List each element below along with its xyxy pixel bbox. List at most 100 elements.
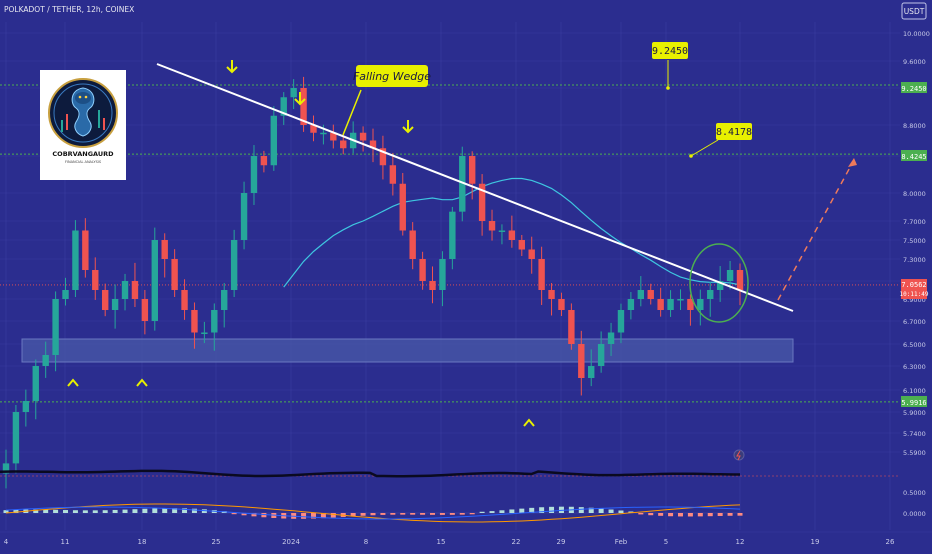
up-caret-icon (67, 378, 79, 387)
macd-bar (420, 513, 426, 515)
candle (171, 249, 178, 298)
macd-bar (43, 509, 49, 513)
indicator-scale: 0.5000 0.0000 (903, 489, 926, 518)
macd-bar (82, 510, 88, 513)
macd-bar (350, 513, 356, 517)
candlestick-series (2, 76, 744, 489)
candle (211, 303, 218, 351)
down-arrow-icon (402, 120, 414, 134)
macd-bar (489, 511, 495, 513)
macd-bar (201, 509, 207, 513)
macd-bar (112, 509, 118, 513)
macd-bar (102, 510, 108, 513)
macd-bar (677, 513, 683, 517)
candle (310, 115, 317, 142)
candle (508, 215, 516, 248)
macd-bar (549, 506, 555, 513)
cobra-icon (48, 78, 118, 148)
macd-bar (400, 513, 406, 515)
candle (578, 330, 585, 396)
pattern-leader-line (342, 89, 362, 136)
down-arrow-icon (294, 92, 306, 106)
macd-pane (0, 503, 743, 523)
currency-badge: USDT (904, 7, 925, 16)
down-arrow-icon (226, 60, 238, 74)
candle (459, 146, 466, 222)
currency-badge-box[interactable] (901, 2, 927, 20)
price-tick-label: 6.5000 (903, 341, 926, 349)
candle (617, 303, 625, 344)
price-tick-label: 5.7400 (903, 430, 926, 438)
candle (12, 404, 20, 474)
target-1-box (652, 42, 688, 59)
target-1-dot (666, 86, 670, 90)
price-tick-label: 6.3000 (903, 363, 926, 371)
price-tick-label: 6.9000 (903, 296, 926, 304)
time-tick-label: 26 (886, 538, 895, 546)
macd-bar (191, 508, 197, 513)
macd-bar (459, 513, 465, 515)
time-tick-label: 19 (811, 538, 820, 546)
time-tick-label: 4 (4, 538, 9, 546)
macd-bar (737, 513, 743, 516)
candle (647, 283, 654, 305)
candle (92, 257, 99, 300)
candle (181, 279, 188, 320)
candle (270, 106, 278, 171)
candle (439, 251, 446, 307)
macd-bar (499, 510, 505, 513)
support-zone (21, 338, 794, 363)
signal-line (5, 503, 741, 523)
candle (726, 260, 734, 290)
macd-bar (608, 509, 614, 513)
target-2-leader (690, 139, 719, 157)
macd-bar (668, 513, 674, 517)
candle (588, 349, 595, 387)
brand-name: COBRVANGAURD (52, 150, 114, 158)
candle (221, 282, 228, 328)
macd-bar (310, 513, 316, 519)
candle (250, 145, 258, 205)
macd-bar (727, 513, 733, 516)
time-tick-label: 25 (212, 538, 221, 546)
macd-bar (132, 509, 138, 513)
candle (300, 76, 307, 132)
candle (449, 206, 456, 270)
candle (32, 359, 39, 420)
candle (230, 229, 238, 298)
macd-bar (231, 513, 237, 515)
candle (82, 218, 89, 278)
macd-bar (251, 513, 257, 517)
level-label-3: 5.9916 (901, 399, 926, 407)
macd-bar (142, 508, 148, 513)
candle (72, 220, 79, 298)
candle (677, 289, 684, 310)
candle (111, 284, 119, 329)
candle (538, 246, 545, 305)
symbol-title: POLKADOT / TETHER, 12h, COINEX (4, 5, 134, 14)
macd-bar (122, 509, 128, 513)
time-tick-label: 15 (437, 538, 446, 546)
up-caret-icon (136, 378, 148, 387)
candle (191, 302, 198, 349)
price-tick-label: 6.7000 (903, 318, 926, 326)
last-price-tag (901, 279, 927, 299)
macd-bar (390, 513, 396, 515)
candle (409, 222, 416, 270)
time-axis[interactable]: 4 11 18 25 2024 8 15 22 29 Feb 5 12 19 26 (0, 531, 932, 546)
up-caret-icon (523, 418, 535, 427)
macd-bar (598, 508, 604, 513)
macd-bar (13, 509, 19, 513)
macd-bar (628, 511, 634, 513)
candle (52, 291, 59, 372)
candle (429, 266, 436, 304)
projection-arrowhead (848, 158, 857, 167)
macd-bar (92, 510, 98, 513)
macd-bar (439, 513, 445, 515)
pivot-markers (67, 60, 535, 427)
price-tick-label: 5.9000 (903, 409, 926, 417)
time-tick-label: Feb (615, 538, 628, 546)
lightning-icon[interactable] (733, 449, 745, 461)
